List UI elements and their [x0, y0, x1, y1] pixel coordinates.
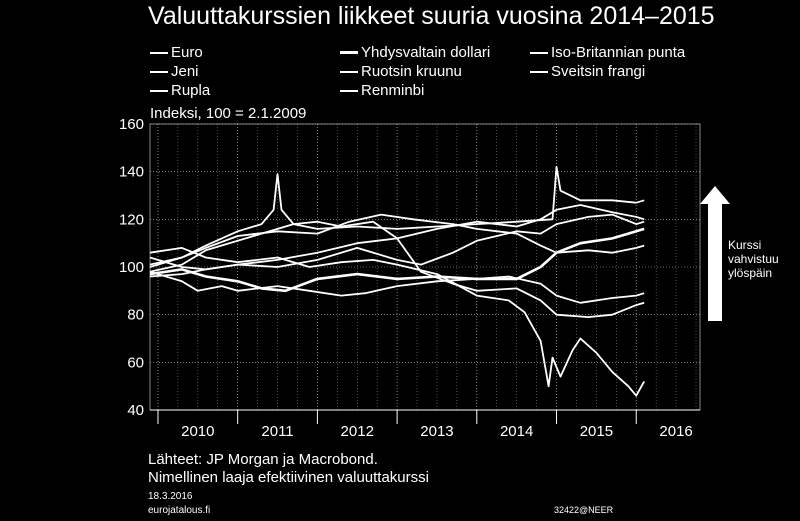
y-tick-label: 160: [119, 116, 144, 133]
legend-item-yen: Jeni: [150, 63, 199, 80]
y-tick-label: 100: [119, 259, 144, 276]
y-tick-label: 120: [119, 211, 144, 228]
x-tick-label: 2013: [420, 423, 453, 440]
note-line: vahvistuu: [728, 252, 779, 266]
legend-item-ruble: Rupla: [150, 82, 210, 99]
legend-line: [150, 51, 168, 54]
series-line-euro: [149, 270, 645, 304]
y-tick-label: 140: [119, 164, 144, 181]
legend-label: Iso-Britannian punta: [551, 44, 686, 61]
legend-label: Sveitsin frangi: [551, 63, 646, 80]
x-tick-label: 2010: [181, 423, 214, 440]
description-text: Nimellinen laaja efektiivinen valuuttaku…: [148, 469, 429, 486]
x-tick-label: 2014: [500, 423, 533, 440]
chart-title: Valuuttakurssien liikkeet suuria vuosina…: [148, 2, 715, 30]
publish-date: 18.3.2016: [148, 491, 193, 502]
legend-line: [530, 51, 548, 54]
chart-code: 32422@NEER: [554, 505, 614, 515]
direction-arrow-shaft: [708, 202, 722, 321]
series-line-ruotsin-kruunu: [149, 213, 645, 266]
series-line-jeni: [149, 220, 645, 318]
series-line-rupla: [149, 247, 645, 397]
site-name: eurojatalous.fi: [148, 505, 211, 516]
legend-line: [150, 70, 168, 73]
direction-arrow-head: [700, 186, 730, 204]
legend-item-franc: Sveitsin frangi: [530, 63, 645, 80]
series-line-sveitsin-frangi: [149, 166, 645, 268]
series-line-renminbi: [149, 204, 645, 278]
x-tick-label: 2011: [261, 423, 293, 440]
x-tick-label: 2016: [659, 423, 692, 440]
legend-label: Rupla: [171, 82, 211, 99]
y-axis-label: Indeksi, 100 = 2.1.2009: [150, 105, 307, 122]
y-tick-label: 40: [127, 402, 144, 419]
legend-label: Jeni: [171, 63, 199, 80]
y-tick-label: 80: [127, 307, 144, 324]
plot-area-border: [149, 123, 701, 411]
source-text: Lähteet: JP Morgan ja Macrobond.: [148, 451, 378, 468]
legend-item-pound: Iso-Britannian punta: [530, 44, 685, 61]
x-tick-label: 2012: [341, 423, 374, 440]
direction-note: Kurssi vahvistuu ylöspäin: [728, 238, 779, 280]
legend-item-krona: Ruotsin kruunu: [340, 63, 462, 80]
legend-label: Renminbi: [361, 82, 425, 99]
legend-line: [340, 89, 358, 92]
legend-line: [340, 51, 358, 54]
legend-line: [150, 89, 168, 92]
y-tick-label: 60: [127, 354, 144, 371]
note-line: ylöspäin: [728, 266, 773, 280]
legend-item-euro: Euro: [150, 44, 203, 61]
legend-label: Yhdysvaltain dollari: [361, 44, 491, 61]
note-line: Kurssi: [728, 238, 762, 252]
legend-line: [340, 70, 358, 73]
legend-line: [530, 70, 548, 73]
x-tick-label: 2015: [580, 423, 613, 440]
legend-item-dollar: Yhdysvaltain dollari: [340, 44, 490, 61]
legend-label: Ruotsin kruunu: [361, 63, 462, 80]
legend-label: Euro: [171, 44, 203, 61]
series-line-yhdysvaltain-dollari: [149, 227, 645, 293]
legend-item-renminbi: Renminbi: [340, 82, 424, 99]
